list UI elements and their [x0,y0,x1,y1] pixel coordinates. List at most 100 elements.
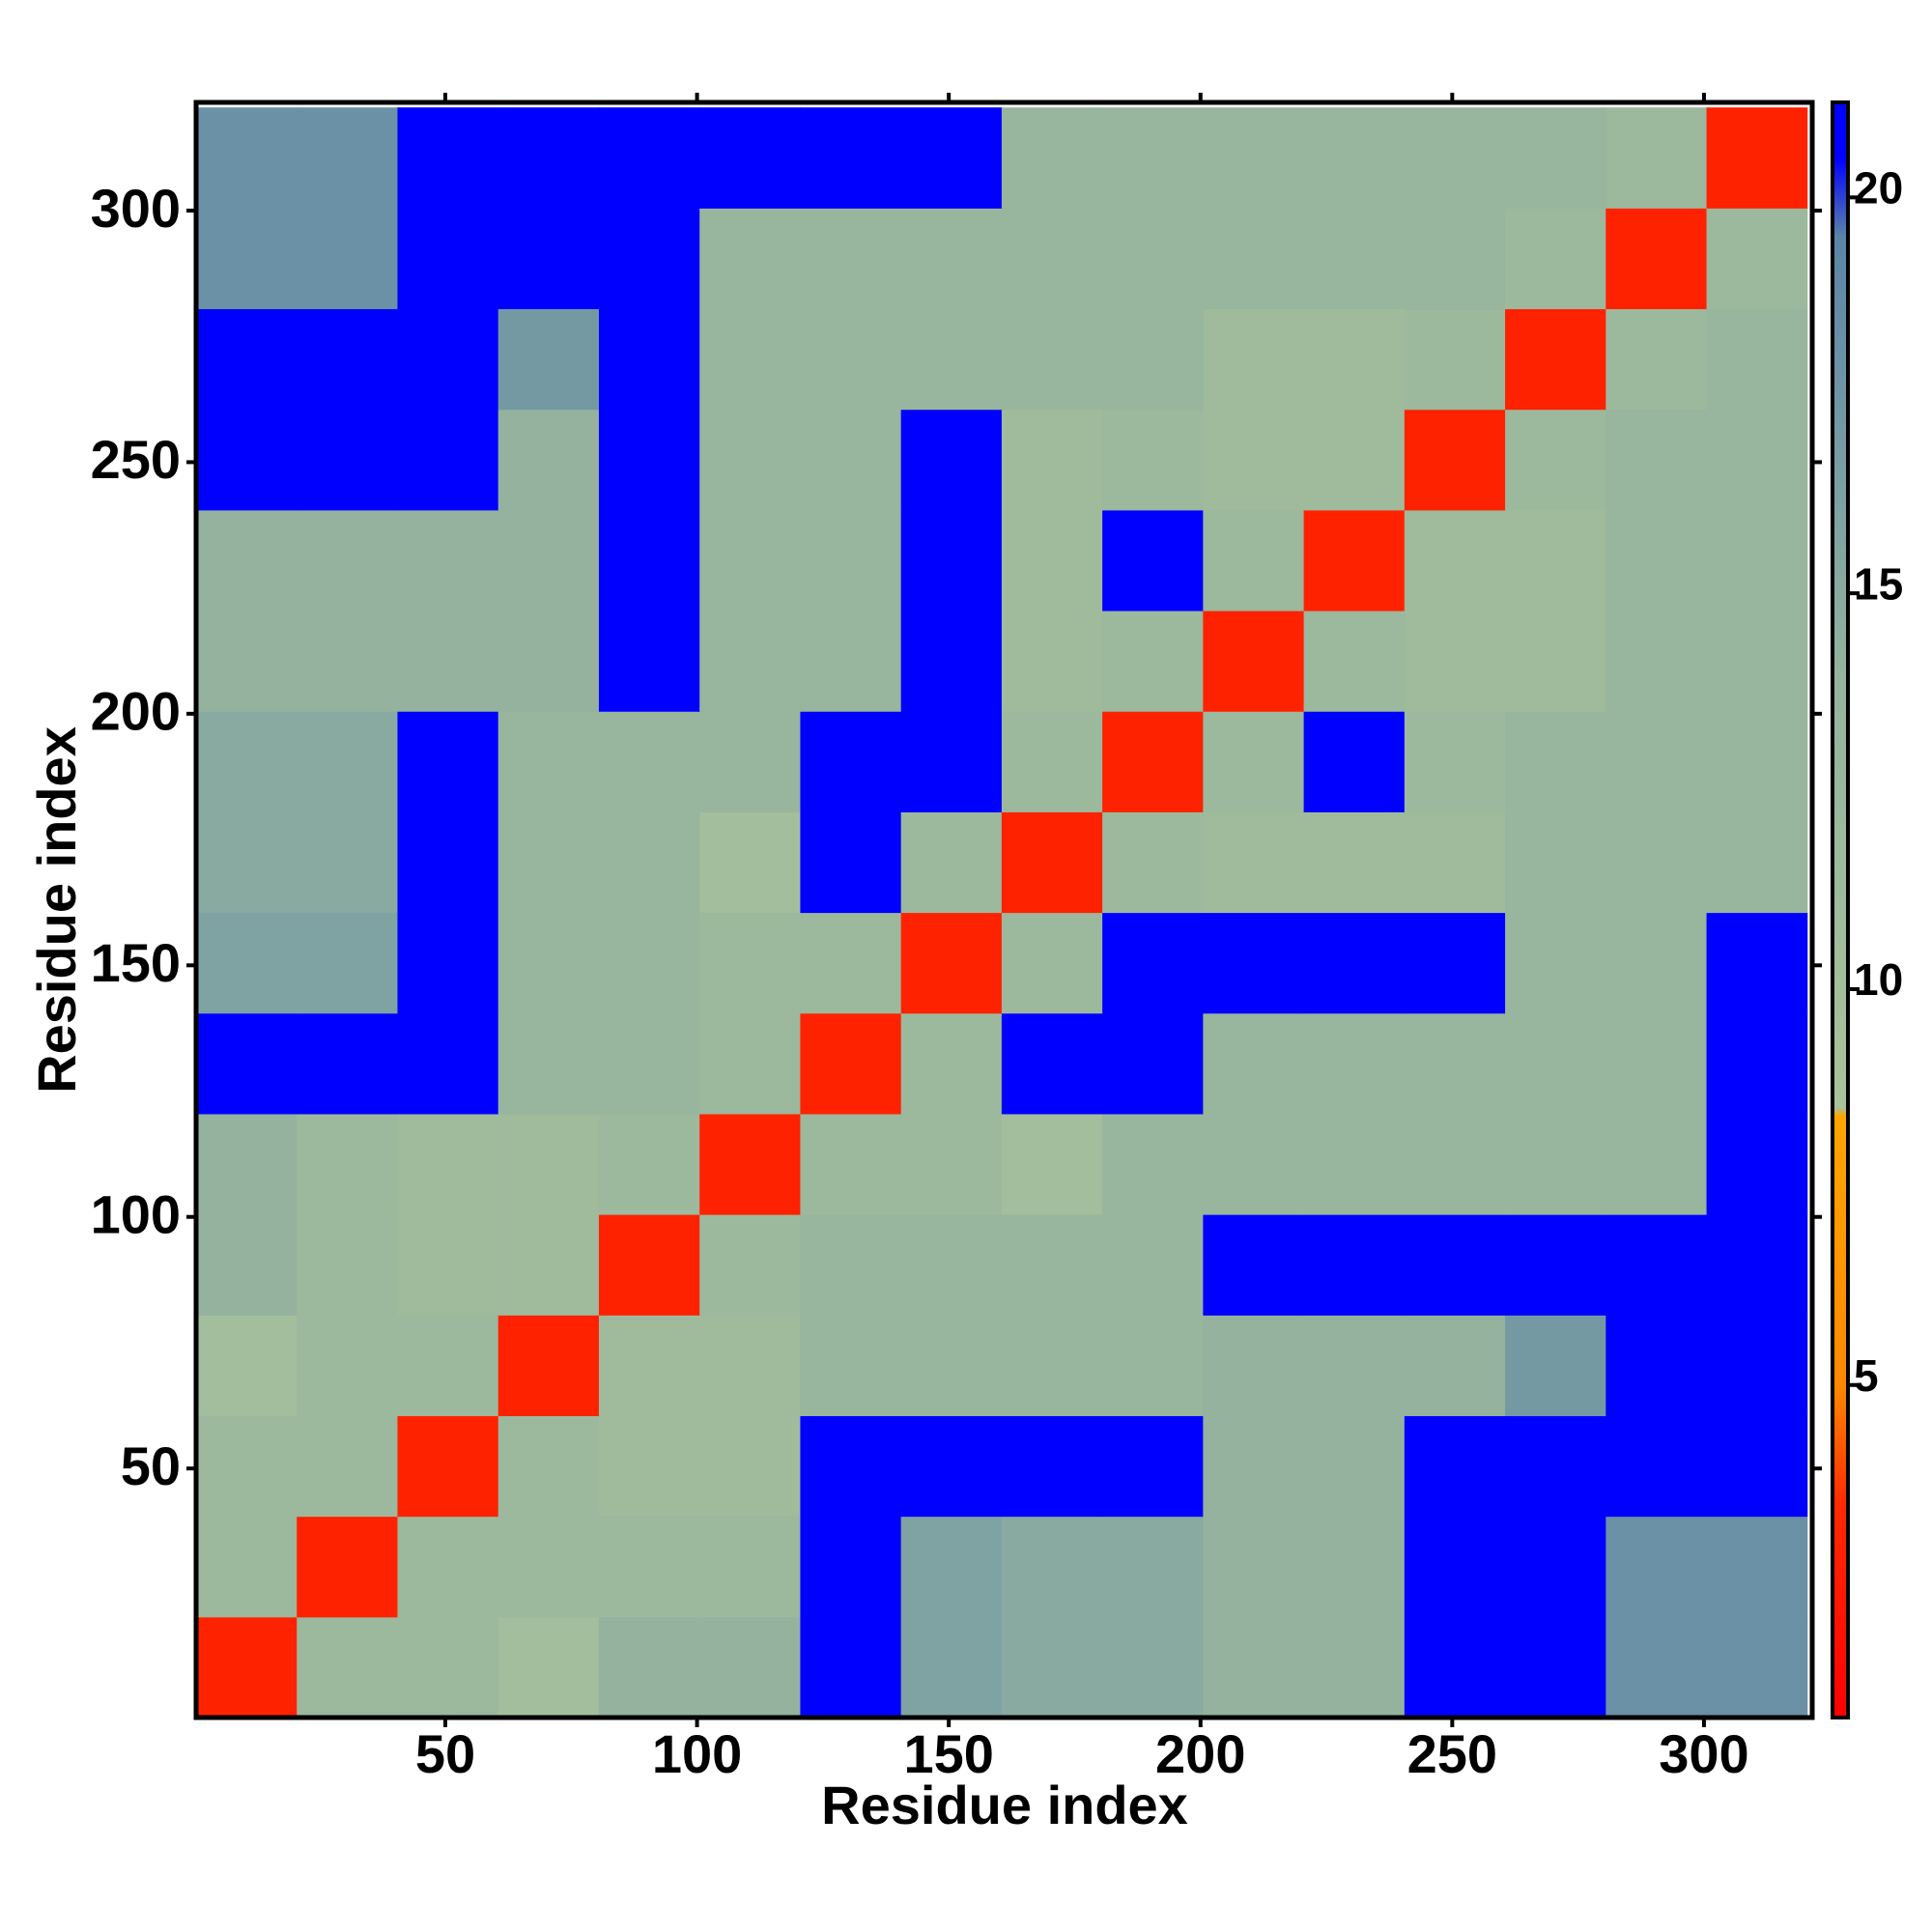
heatmap-cell [1303,1012,1406,1115]
heatmap-cell [497,1415,600,1518]
heatmap-cell [1404,1214,1506,1316]
heatmap-cell [196,1012,298,1115]
heatmap-cell [699,1012,801,1115]
colorbar-tick-label: 15 [1854,558,1903,609]
heatmap-cell [1102,1315,1204,1416]
heatmap-cell [1001,1012,1103,1115]
heatmap-cell [1706,611,1808,712]
heatmap-cell [900,409,1003,511]
heatmap-cell [1001,107,1103,209]
heatmap-cell [800,711,902,812]
heatmap-cell [397,1113,499,1215]
heatmap-cell [1605,308,1708,411]
heatmap-cell [397,1616,499,1718]
heatmap-cell [1505,711,1606,812]
heatmap-cell [1303,1214,1406,1316]
heatmap-cell [1303,509,1406,611]
heatmap-cell [598,1415,700,1518]
y-tick-label: 250 [91,429,181,490]
heatmap-cell [1001,1415,1103,1518]
heatmap [196,107,1808,1718]
heatmap-cell [1001,912,1103,1014]
heatmap-cell [900,509,1003,611]
heatmap-cell [1203,1516,1305,1618]
heatmap-cell [800,1214,902,1316]
heatmap-cell [297,611,398,712]
heatmap-cell [297,711,398,812]
heatmap-cell [1102,1616,1204,1718]
heatmap-cell [1706,107,1808,209]
heatmap-cell [1605,711,1708,812]
heatmap-cell [1203,711,1305,812]
y-tick-label: 150 [91,932,181,993]
heatmap-cell [1605,1616,1708,1718]
heatmap-cell [497,1516,600,1618]
heatmap-cell [598,1315,700,1416]
heatmap-cell [1102,1012,1204,1115]
x-tick-label: 100 [652,1723,742,1784]
heatmap-cell [699,208,801,310]
heatmap-cell [1706,1214,1808,1316]
heatmap-cell [497,308,600,411]
heatmap-cell [196,1415,298,1518]
heatmap-cell [1505,811,1606,914]
heatmap-cell [1001,811,1103,914]
heatmap-cell [1706,711,1808,812]
heatmap-cell [699,611,801,712]
heatmap-cell [1001,1113,1103,1215]
heatmap-cell [397,912,499,1014]
heatmap-cell [1001,308,1103,411]
heatmap-cell [900,308,1003,411]
heatmap-cell [1102,811,1204,914]
heatmap-cell [297,1113,398,1215]
heatmap-cell [900,711,1003,812]
x-axis-title: Residue index [821,1775,1188,1835]
heatmap-cell [1001,1214,1103,1316]
heatmap-cell [699,107,801,209]
heatmap-cell [1404,308,1506,411]
heatmap-cell [397,1516,499,1618]
heatmap-cell [497,1214,600,1316]
heatmap-cell [1605,509,1708,611]
heatmap-cell [1706,1113,1808,1215]
heatmap-cell [497,509,600,611]
heatmap-cell [196,409,298,511]
heatmap-cell [1303,308,1406,411]
heatmap-cell [1706,308,1808,411]
heatmap-cell [699,1516,801,1618]
heatmap-cell [1505,1113,1606,1215]
heatmap-cell [800,611,902,712]
heatmap-cell [397,1012,499,1115]
heatmap-cell [1706,208,1808,310]
heatmap-cell [1605,409,1708,511]
heatmap-cell [1303,1516,1406,1618]
heatmap-cell [800,409,902,511]
heatmap-cell [1303,1415,1406,1518]
heatmap-cell [598,107,700,209]
heatmap-cell [1303,208,1406,310]
heatmap-cell [196,811,298,914]
heatmap-cell [397,509,499,611]
heatmap-cell [1303,711,1406,812]
colorbar-tick-label: 20 [1854,163,1903,213]
heatmap-cell [598,1012,700,1115]
x-tick-label: 300 [1659,1723,1748,1784]
heatmap-cell [196,912,298,1014]
heatmap-cell [397,611,499,712]
heatmap-cell [1203,1113,1305,1215]
heatmap-cell [900,1315,1003,1416]
x-tick-label: 200 [1155,1723,1245,1784]
heatmap-cell [1001,1516,1103,1618]
heatmap-cell [900,912,1003,1014]
heatmap-cell [900,208,1003,310]
heatmap-cell [497,1113,600,1215]
heatmap-cell [497,711,600,812]
heatmap-cell [1605,208,1708,310]
heatmap-cell [800,1012,902,1115]
heatmap-cell [1303,811,1406,914]
heatmap-cell [397,107,499,209]
heatmap-cell [699,1415,801,1518]
y-tick-label: 100 [91,1184,181,1245]
heatmap-cell [598,711,700,812]
